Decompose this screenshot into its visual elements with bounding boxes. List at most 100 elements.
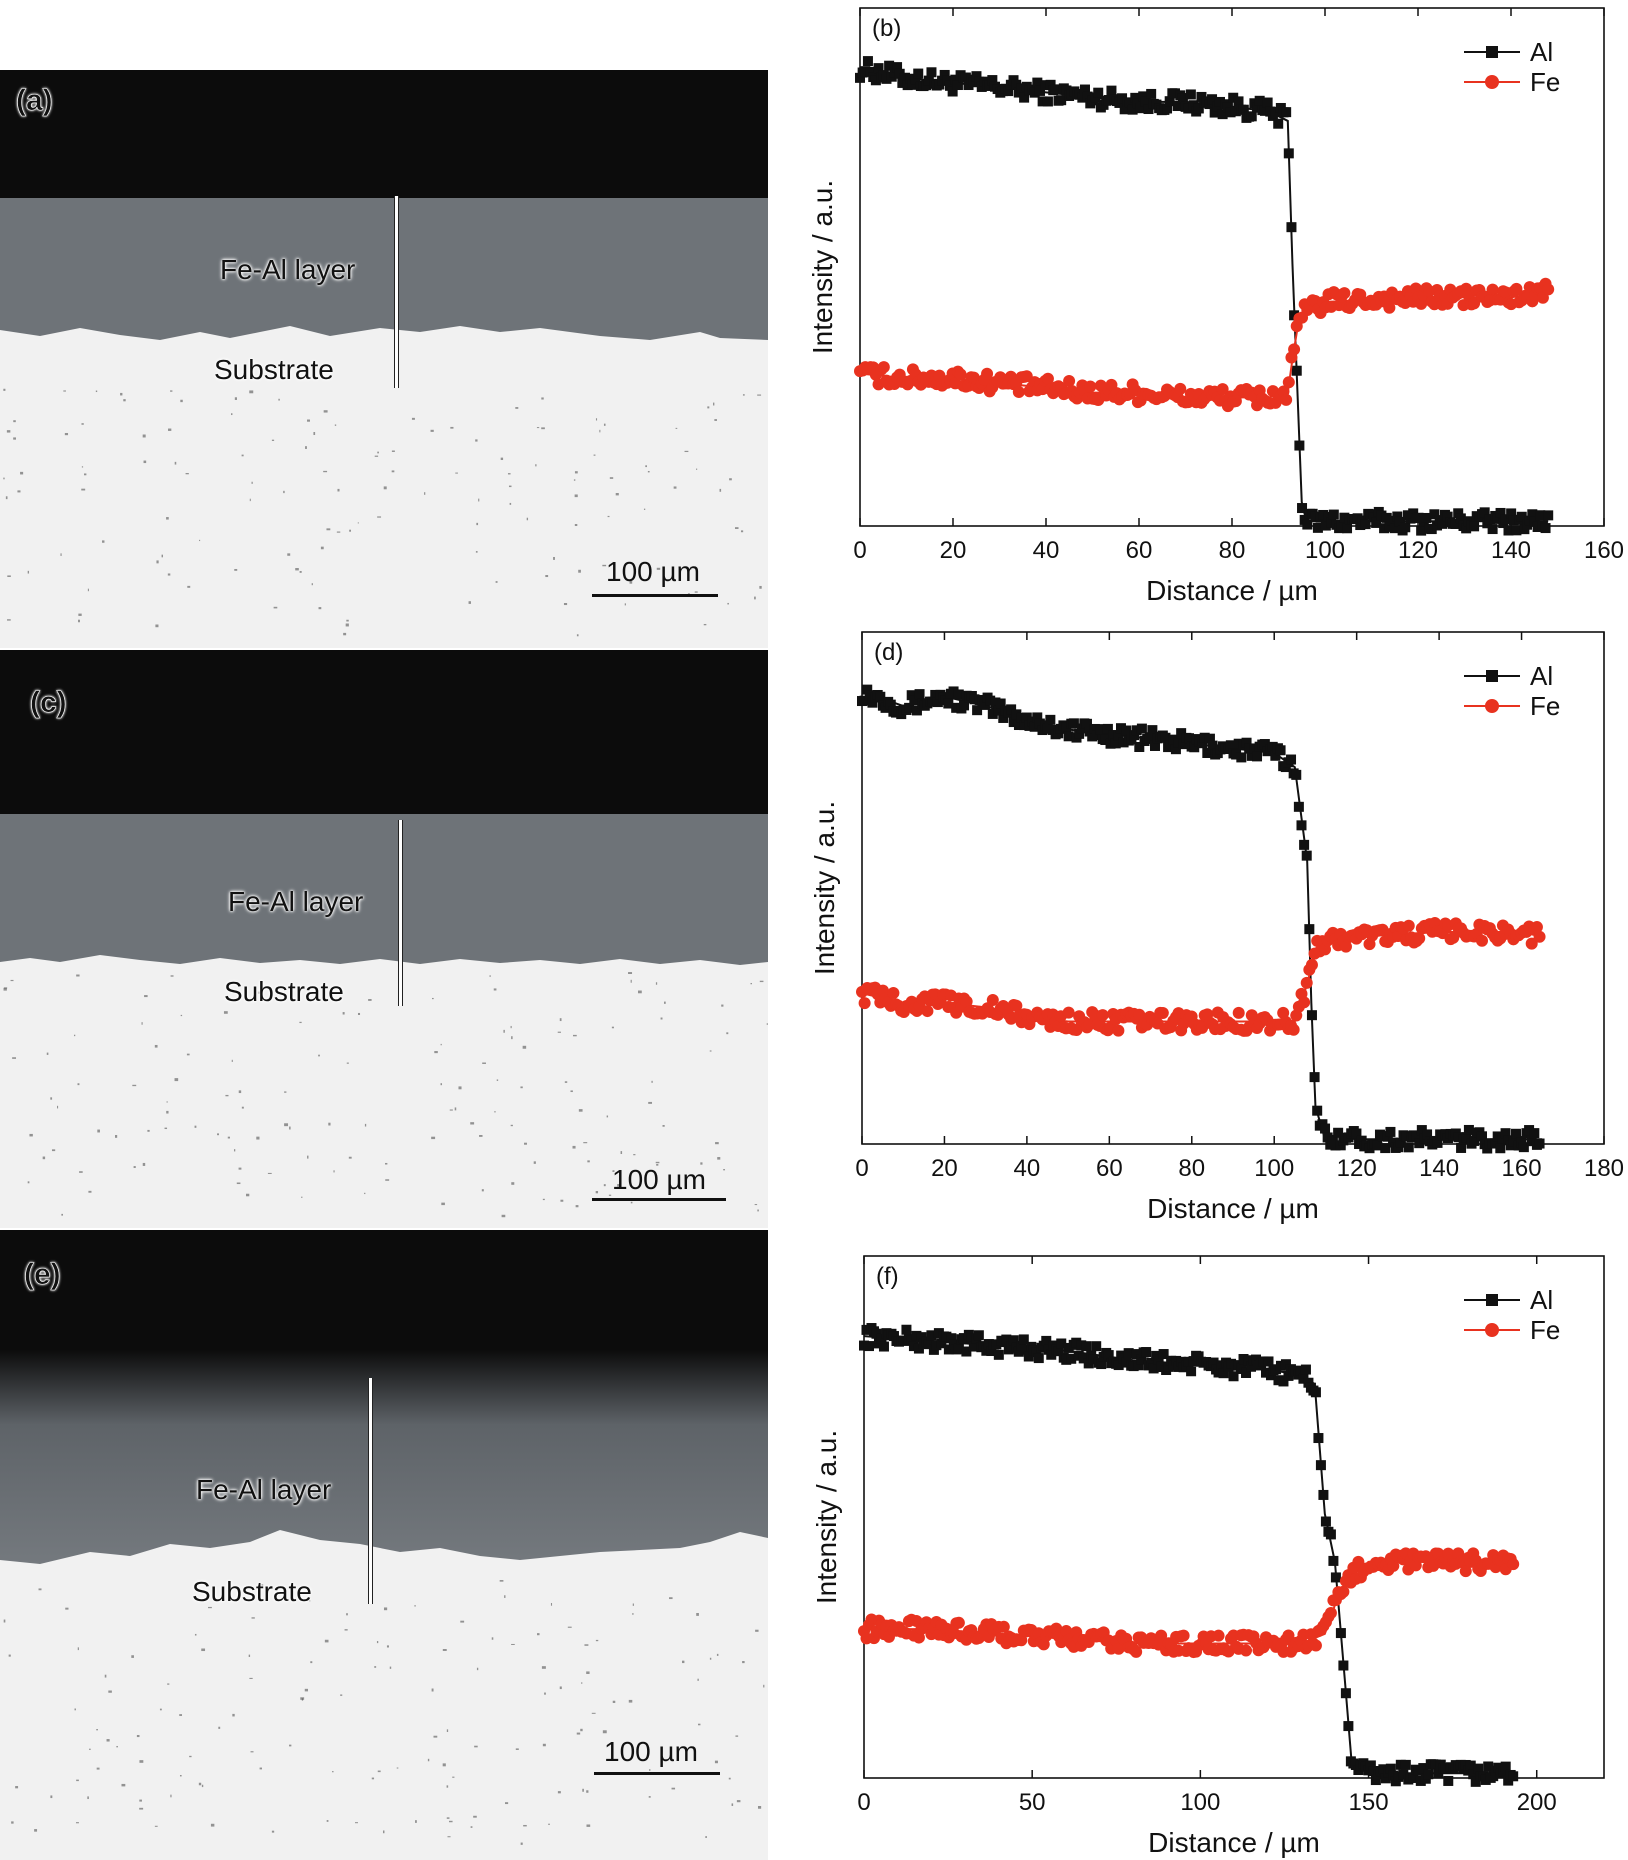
substrate-speck bbox=[305, 446, 307, 449]
substrate-speck bbox=[143, 460, 147, 464]
substrate-label: Substrate bbox=[224, 976, 344, 1007]
substrate-speck bbox=[501, 1214, 506, 1218]
substrate-speck bbox=[442, 1763, 446, 1767]
data-point-al bbox=[990, 697, 1001, 708]
substrate-speck bbox=[503, 1029, 505, 1033]
data-point-al bbox=[1041, 1335, 1052, 1346]
substrate-speck bbox=[77, 1647, 79, 1651]
data-point-al bbox=[1529, 1128, 1540, 1139]
data-point-al bbox=[1008, 717, 1019, 728]
data-point-al bbox=[1053, 1346, 1064, 1357]
substrate-speck bbox=[574, 471, 578, 474]
substrate-speck bbox=[719, 488, 722, 492]
substrate-speck bbox=[3, 987, 8, 989]
panel-label: (f) bbox=[876, 1263, 899, 1290]
data-point-al bbox=[976, 81, 987, 92]
substrate-speck bbox=[522, 1045, 527, 1049]
data-point-al bbox=[1442, 511, 1453, 522]
data-point-fe bbox=[952, 1616, 965, 1629]
data-point-al bbox=[1108, 730, 1119, 741]
substrate-speck bbox=[78, 619, 80, 623]
data-point-al bbox=[1482, 1143, 1493, 1154]
data-point-al bbox=[1304, 924, 1315, 935]
data-point-al bbox=[1095, 724, 1106, 735]
data-point-al bbox=[1465, 1760, 1476, 1771]
data-point-al bbox=[1432, 1137, 1443, 1148]
substrate-speck bbox=[509, 502, 512, 505]
data-point-al bbox=[1056, 95, 1067, 106]
substrate-speck bbox=[432, 997, 434, 1000]
panel-label: (d) bbox=[874, 639, 903, 666]
substrate-speck bbox=[241, 1106, 244, 1109]
substrate-speck bbox=[318, 1054, 320, 1057]
data-point-al bbox=[1433, 1768, 1444, 1779]
data-point-al bbox=[1479, 507, 1490, 518]
data-point-al bbox=[1342, 523, 1353, 534]
data-point-al bbox=[1141, 1347, 1152, 1358]
data-point-al bbox=[1079, 84, 1090, 95]
data-point-fe bbox=[1402, 919, 1415, 932]
data-point-al bbox=[1207, 94, 1218, 105]
data-point-al bbox=[1056, 1338, 1067, 1349]
data-point-al bbox=[1273, 118, 1284, 129]
x-tick-label: 160 bbox=[1584, 537, 1624, 564]
substrate-speck bbox=[441, 1202, 445, 1206]
substrate-speck bbox=[326, 1820, 329, 1822]
x-tick-label: 40 bbox=[1033, 537, 1060, 564]
substrate-speck bbox=[102, 540, 105, 543]
substrate-speck bbox=[602, 1730, 607, 1734]
data-point-al bbox=[1529, 516, 1540, 527]
substrate-speck bbox=[697, 1678, 699, 1681]
substrate-speck bbox=[60, 553, 62, 556]
substrate-speck bbox=[628, 972, 633, 974]
substrate-speck bbox=[377, 516, 382, 518]
substrate-speck bbox=[289, 1744, 292, 1747]
data-point-fe bbox=[1062, 1006, 1075, 1019]
data-point-al bbox=[901, 1324, 912, 1335]
substrate-speck bbox=[20, 471, 24, 475]
substrate-speck bbox=[633, 1154, 636, 1156]
data-point-al bbox=[1092, 730, 1103, 741]
data-point-al bbox=[1042, 723, 1053, 734]
data-point-al bbox=[1322, 1132, 1333, 1143]
substrate-speck bbox=[186, 1053, 190, 1056]
substrate-speck bbox=[707, 406, 710, 409]
x-tick-label: 140 bbox=[1491, 537, 1531, 564]
substrate-speck bbox=[573, 479, 576, 481]
substrate-speck bbox=[97, 1129, 100, 1133]
data-point-al bbox=[1385, 1126, 1396, 1137]
data-point-al bbox=[1414, 1138, 1425, 1149]
substrate-speck bbox=[757, 1209, 759, 1212]
data-point-al bbox=[1034, 85, 1045, 96]
data-point-al bbox=[1302, 519, 1313, 530]
substrate-speck bbox=[595, 418, 598, 421]
substrate-speck bbox=[227, 1136, 230, 1139]
data-point-al bbox=[1118, 737, 1129, 748]
substrate-speck bbox=[442, 1649, 447, 1651]
substrate-speck bbox=[649, 1769, 651, 1771]
data-point-al bbox=[1495, 1143, 1506, 1154]
substrate-speck bbox=[74, 1708, 76, 1711]
substrate-speck bbox=[548, 1823, 550, 1825]
substrate-speck bbox=[61, 1213, 63, 1216]
data-point-al bbox=[1476, 1131, 1487, 1142]
data-point-al bbox=[930, 689, 941, 700]
data-point-al bbox=[1003, 86, 1014, 97]
substrate-speck bbox=[75, 1822, 79, 1824]
substrate-speck bbox=[167, 573, 171, 576]
substrate-speck bbox=[433, 1735, 438, 1738]
substrate-speck bbox=[167, 1683, 170, 1685]
substrate-speck bbox=[660, 1017, 663, 1020]
data-point-al bbox=[1021, 712, 1032, 723]
data-point-al bbox=[1483, 1761, 1494, 1772]
data-point-al bbox=[1148, 1363, 1159, 1374]
data-point-al bbox=[952, 80, 963, 91]
data-point-al bbox=[1233, 738, 1244, 749]
data-point-al bbox=[1380, 1143, 1391, 1154]
substrate-speck bbox=[449, 1109, 453, 1111]
data-point-fe bbox=[1288, 343, 1301, 356]
data-point-al bbox=[1189, 742, 1200, 753]
line-scan-chart-d: 0 20 40 60 80 100 120 140 160 180 Distance / µm Int… bbox=[780, 622, 1628, 1242]
data-point-al bbox=[1016, 712, 1027, 723]
data-point-al bbox=[1178, 739, 1189, 750]
